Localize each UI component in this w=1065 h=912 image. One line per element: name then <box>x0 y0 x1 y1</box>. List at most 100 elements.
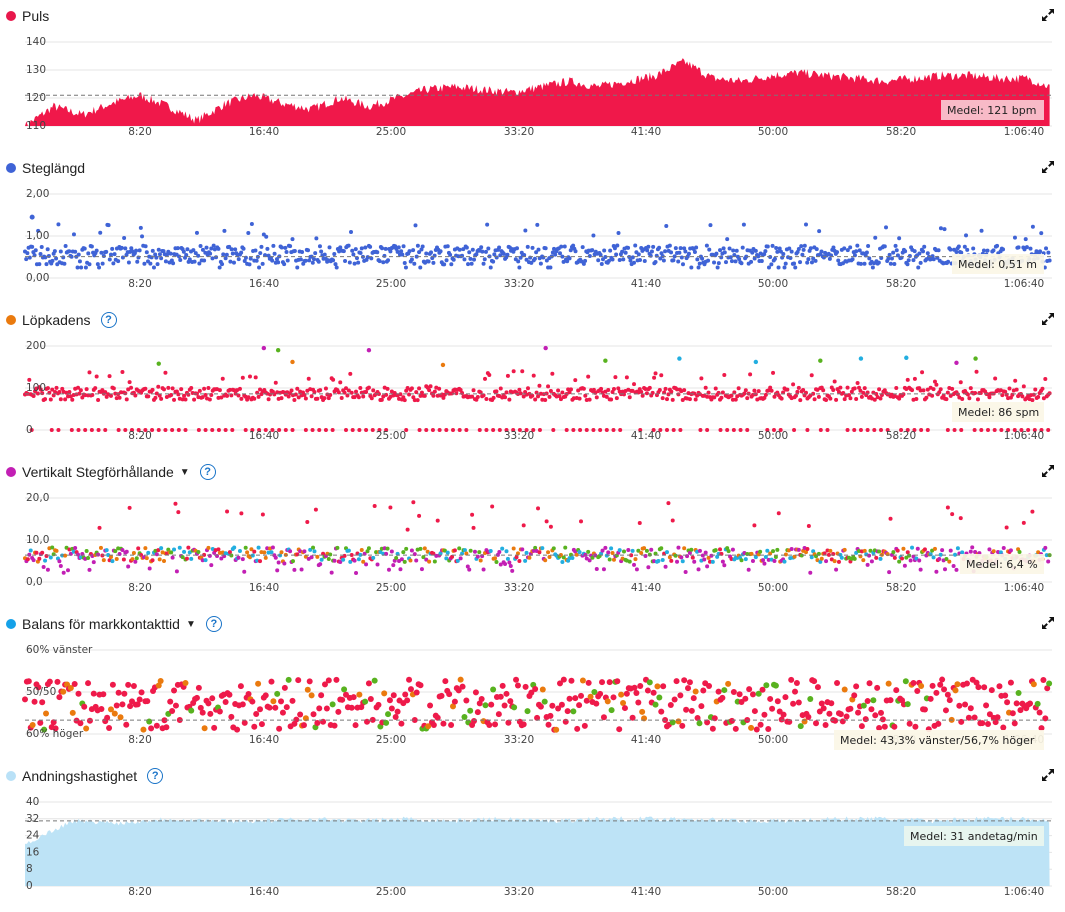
data-point <box>877 549 882 554</box>
data-point <box>1038 725 1045 732</box>
data-point <box>295 552 300 557</box>
data-point <box>664 224 669 229</box>
help-icon[interactable]: ? <box>100 312 117 328</box>
help-icon[interactable]: ? <box>205 616 222 632</box>
data-point <box>317 428 322 432</box>
data-point <box>762 561 767 566</box>
data-point <box>974 369 979 374</box>
data-point <box>273 380 278 385</box>
data-point <box>905 428 910 432</box>
data-point <box>956 702 963 709</box>
data-point <box>737 257 742 262</box>
expand-icon[interactable] <box>1041 616 1055 630</box>
data-point <box>914 688 921 695</box>
chart-title: Steglängd <box>22 160 86 176</box>
data-point <box>777 246 782 251</box>
data-point <box>37 556 42 561</box>
data-point <box>797 723 804 730</box>
data-point <box>430 721 437 728</box>
x-tick-label: 58:20 <box>886 430 916 442</box>
data-point <box>706 555 711 560</box>
data-point <box>444 428 449 432</box>
help-icon[interactable]: ? <box>147 768 164 784</box>
data-point <box>313 251 318 256</box>
data-point <box>1015 689 1022 696</box>
expand-icon[interactable] <box>1041 160 1055 174</box>
data-point <box>779 396 784 401</box>
y-tick-label: 0 <box>26 880 33 892</box>
data-point <box>460 391 465 396</box>
data-point <box>720 559 725 564</box>
data-point <box>521 523 526 528</box>
mean-badge <box>952 402 1044 422</box>
data-point <box>1040 386 1045 391</box>
data-point <box>750 559 755 564</box>
data-point <box>67 685 74 692</box>
data-point <box>801 247 806 252</box>
data-point <box>184 253 189 258</box>
data-point <box>237 386 242 391</box>
data-point <box>941 686 948 693</box>
expand-icon[interactable] <box>1041 312 1055 326</box>
data-point <box>156 361 161 366</box>
help-icon[interactable]: ? <box>199 464 216 480</box>
data-point <box>799 553 804 558</box>
data-point <box>748 724 755 731</box>
data-point <box>25 678 32 685</box>
data-point <box>612 246 617 251</box>
x-tick-label: 58:20 <box>886 126 916 138</box>
dropdown-caret-icon[interactable]: ▼ <box>179 466 190 478</box>
data-point <box>945 390 950 395</box>
data-point <box>76 252 81 257</box>
expand-icon[interactable] <box>1041 768 1055 782</box>
data-point <box>419 567 424 572</box>
data-point <box>669 389 674 394</box>
data-point <box>159 256 164 261</box>
data-point <box>57 389 62 394</box>
data-point <box>211 243 216 248</box>
data-point <box>943 567 948 572</box>
data-point <box>210 256 215 261</box>
data-point <box>839 718 846 725</box>
data-point <box>732 390 737 395</box>
data-point <box>534 714 541 721</box>
data-point <box>985 428 990 432</box>
data-point <box>671 258 676 263</box>
data-point <box>722 372 727 377</box>
data-point <box>586 549 591 554</box>
data-point <box>96 428 101 432</box>
data-point <box>606 550 611 555</box>
data-point <box>426 259 431 264</box>
data-point <box>290 428 295 432</box>
data-point <box>692 559 697 564</box>
data-point <box>206 385 211 390</box>
data-point <box>27 552 32 557</box>
data-point <box>125 681 132 688</box>
expand-icon[interactable] <box>1041 8 1055 22</box>
data-point <box>618 428 623 432</box>
expand-icon[interactable] <box>1041 464 1055 478</box>
data-point <box>749 551 754 556</box>
data-point <box>418 546 423 551</box>
data-point <box>411 248 416 253</box>
data-point <box>227 387 232 392</box>
data-point <box>681 677 688 684</box>
data-point <box>615 243 620 248</box>
dropdown-caret-icon[interactable]: ▼ <box>185 618 196 630</box>
data-point <box>123 721 130 728</box>
data-point <box>789 249 794 254</box>
data-point <box>241 246 246 251</box>
data-point <box>536 247 541 252</box>
data-point <box>318 562 323 567</box>
data-point <box>503 395 508 400</box>
stride-points <box>23 214 1052 270</box>
data-point <box>247 374 252 379</box>
data-point <box>537 428 542 432</box>
data-point <box>140 726 147 733</box>
data-point <box>1034 700 1041 707</box>
data-point <box>361 394 366 399</box>
data-point <box>697 548 702 553</box>
data-point <box>646 244 651 249</box>
data-point <box>805 714 812 721</box>
chart-title: Balans för markkontakttid <box>22 616 180 632</box>
